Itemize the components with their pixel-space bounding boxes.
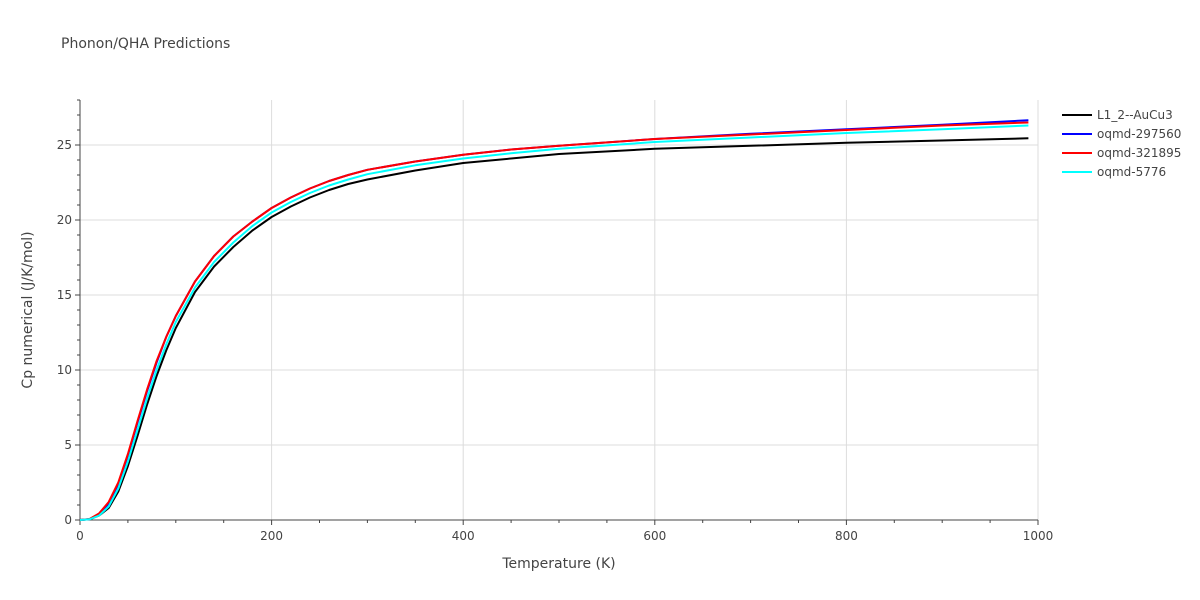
series-line-oqmd-321895[interactable] bbox=[79, 121, 1029, 521]
x-tick-labels: 0 200 400 600 800 1000 bbox=[76, 529, 1053, 543]
y-tick-labels: 0 5 10 15 20 25 bbox=[57, 138, 72, 527]
y-tick-label: 15 bbox=[57, 288, 72, 302]
x-tick-label: 200 bbox=[260, 529, 283, 543]
legend-item[interactable]: oqmd-321895 bbox=[1062, 146, 1181, 160]
x-axis-title: Temperature (K) bbox=[501, 556, 615, 572]
legend-label: oqmd-5776 bbox=[1097, 165, 1166, 179]
axes bbox=[75, 99, 1039, 525]
x-tick-label: 0 bbox=[76, 529, 84, 543]
x-tick-label: 1000 bbox=[1023, 529, 1054, 543]
legend-label: oqmd-297560 bbox=[1097, 127, 1181, 141]
y-tick-label: 0 bbox=[64, 513, 72, 527]
y-tick-label: 10 bbox=[57, 363, 72, 377]
legend-label: L1_2--AuCu3 bbox=[1097, 108, 1173, 122]
legend[interactable]: L1_2--AuCu3 oqmd-297560 oqmd-321895 oqmd-57… bbox=[1062, 108, 1181, 179]
legend-label: oqmd-321895 bbox=[1097, 146, 1181, 160]
legend-item[interactable]: L1_2--AuCu3 bbox=[1062, 108, 1173, 122]
y-tick-label: 5 bbox=[64, 438, 72, 452]
x-tick-label: 600 bbox=[643, 529, 666, 543]
series-line-oqmd-5776[interactable] bbox=[79, 124, 1029, 521]
legend-item[interactable]: oqmd-297560 bbox=[1062, 127, 1181, 141]
grid-lines bbox=[80, 100, 1039, 520]
x-tick-label: 400 bbox=[452, 529, 475, 543]
x-tick-label: 800 bbox=[835, 529, 858, 543]
series-line-L1_2--AuCu3[interactable] bbox=[79, 137, 1029, 521]
y-tick-label: 25 bbox=[57, 138, 72, 152]
series-line-oqmd-297560[interactable] bbox=[79, 119, 1029, 521]
legend-item[interactable]: oqmd-5776 bbox=[1062, 165, 1166, 179]
y-axis-title: Cp numerical (J/K/mol) bbox=[20, 231, 36, 388]
series-lines[interactable] bbox=[79, 119, 1029, 521]
y-tick-label: 20 bbox=[57, 213, 72, 227]
chart-title: Phonon/QHA Predictions bbox=[61, 36, 231, 52]
